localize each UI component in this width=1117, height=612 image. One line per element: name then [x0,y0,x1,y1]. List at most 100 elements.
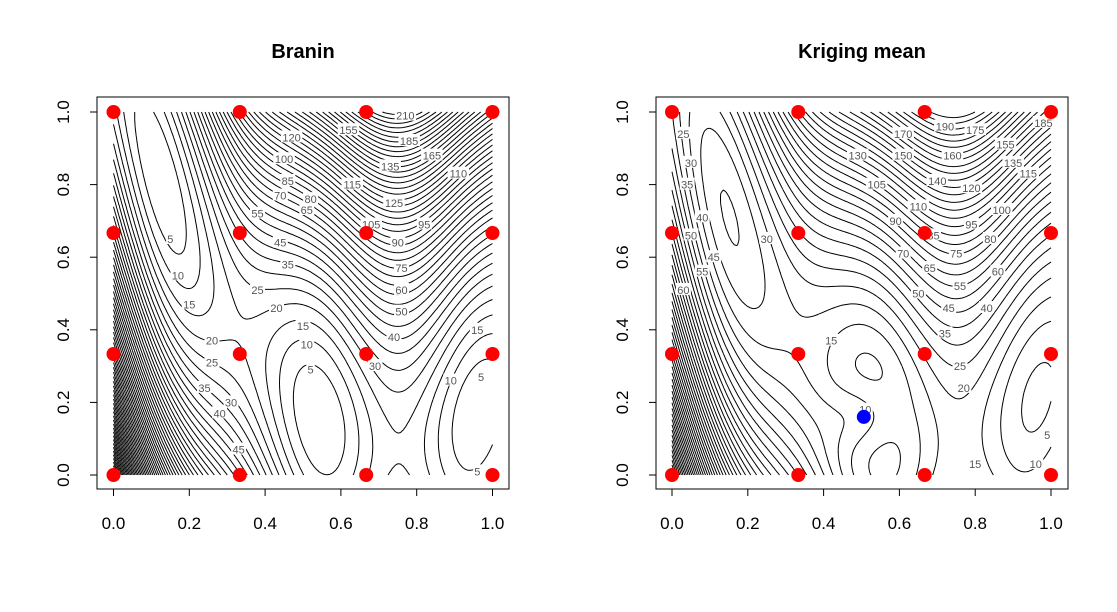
contour-label: 15 [825,336,837,348]
contour-label-bg [250,206,265,219]
branin-panel: Branin 210185165155135120110100858070655… [54,41,510,533]
design-point [485,105,500,119]
contour-label-bg [383,195,405,208]
contour-line-80 [113,111,493,476]
contour-label-bg [982,232,998,244]
contour-line-100 [113,111,493,476]
contour-label-bg [231,442,247,455]
contour-line-200 [671,445,682,476]
contour-line-115 [113,111,493,476]
contour-line-60 [113,111,493,476]
contour-label-bg [892,148,914,161]
contour-label-bg [964,123,986,136]
contour-line-10 [688,111,1052,476]
contour-line-55 [113,111,493,476]
contour-label-bg [960,181,983,194]
contour-label-bg [823,333,839,346]
contour-label-bg [963,217,979,230]
design-point [917,105,932,119]
contour-label: 10 [1030,459,1042,471]
contour-label: 20 [206,336,218,348]
contour-label-bg [865,177,888,190]
contour-label: 40 [696,212,708,224]
contour-label-bg [303,192,319,205]
contour-line-255 [113,435,128,476]
contour-label-bg [394,108,417,121]
design-point [485,347,500,361]
contour-label: 50 [395,307,407,319]
contour-label-bg [952,359,968,372]
contour-label-bg [416,217,432,230]
contour-line-70 [671,111,1052,476]
contour-line-205 [671,450,681,476]
design-point [1044,105,1058,119]
contour-label-bg [934,119,956,132]
contour-label: 65 [924,263,936,275]
contour-line-265 [113,443,125,476]
x-tick-label: 0.8 [963,514,987,533]
contour-label: 60 [395,285,407,297]
contour-label: 15 [471,325,483,337]
contour-line-90 [113,111,493,476]
contour-line-140 [113,111,493,476]
contour-line-225 [113,411,136,476]
contour-label: 70 [897,249,909,261]
contour-label-bg [675,126,691,139]
contour-label: 5 [1044,430,1050,442]
contour-line-240 [113,423,132,476]
design-point [106,105,121,119]
design-point [917,468,932,482]
contour-line-95 [113,111,493,476]
contour-label-bg [847,148,869,161]
contour-label: 75 [950,249,962,261]
contour-label: 150 [894,151,912,163]
contour-label: 115 [344,180,362,192]
contour-label: 120 [282,132,300,144]
contour-label-bg [910,286,926,299]
contour-line-35 [113,111,493,476]
contour-label-bg [1002,155,1024,168]
contour-label: 5 [167,234,173,246]
contour-label: 170 [894,129,912,141]
x-tick-label: 0.8 [405,514,429,533]
contour-label: 70 [274,191,286,203]
contour-label: 120 [962,183,980,195]
contour-label: 130 [849,151,867,163]
contour-label: 10 [445,376,457,388]
contour-label-bg [683,228,699,241]
contour-label-bg [250,282,265,295]
contour-label: 135 [1004,158,1022,170]
design-point [232,347,247,361]
y-tick-label: 0.0 [613,463,632,487]
design-point [106,226,121,240]
contour-label: 30 [369,361,381,373]
contour-label-bg [706,250,722,263]
contour-label: 45 [943,303,955,315]
design-point [232,226,247,240]
contour-label-bg [1017,166,1039,179]
contour-label: 80 [984,234,996,246]
design-point [1044,226,1058,240]
contour-label-bg [926,174,948,186]
contour-label: 125 [385,198,403,210]
contour-line-110 [113,111,493,476]
contour-label-bg [394,261,409,274]
contour-label: 35 [282,260,294,272]
design-point [791,468,806,482]
contour-label-bg [273,152,295,165]
contour-label-bg [398,134,420,146]
design-point [665,105,679,119]
contour-label: 50 [912,289,924,301]
design-point [232,468,247,482]
x-tick-label: 0.6 [888,514,912,533]
contour-line-135 [113,111,493,476]
contour-label: 35 [939,328,951,340]
contour-label: 30 [761,234,773,246]
contour-label-bg [952,279,968,292]
y-tick-label: 0.0 [54,463,73,487]
contour-label: 190 [936,122,954,134]
contour-line-135 [671,111,1006,476]
contour-line-50 [113,111,493,476]
x-tick-label: 0.0 [102,514,126,533]
y-tick-label: 1.0 [613,100,632,124]
